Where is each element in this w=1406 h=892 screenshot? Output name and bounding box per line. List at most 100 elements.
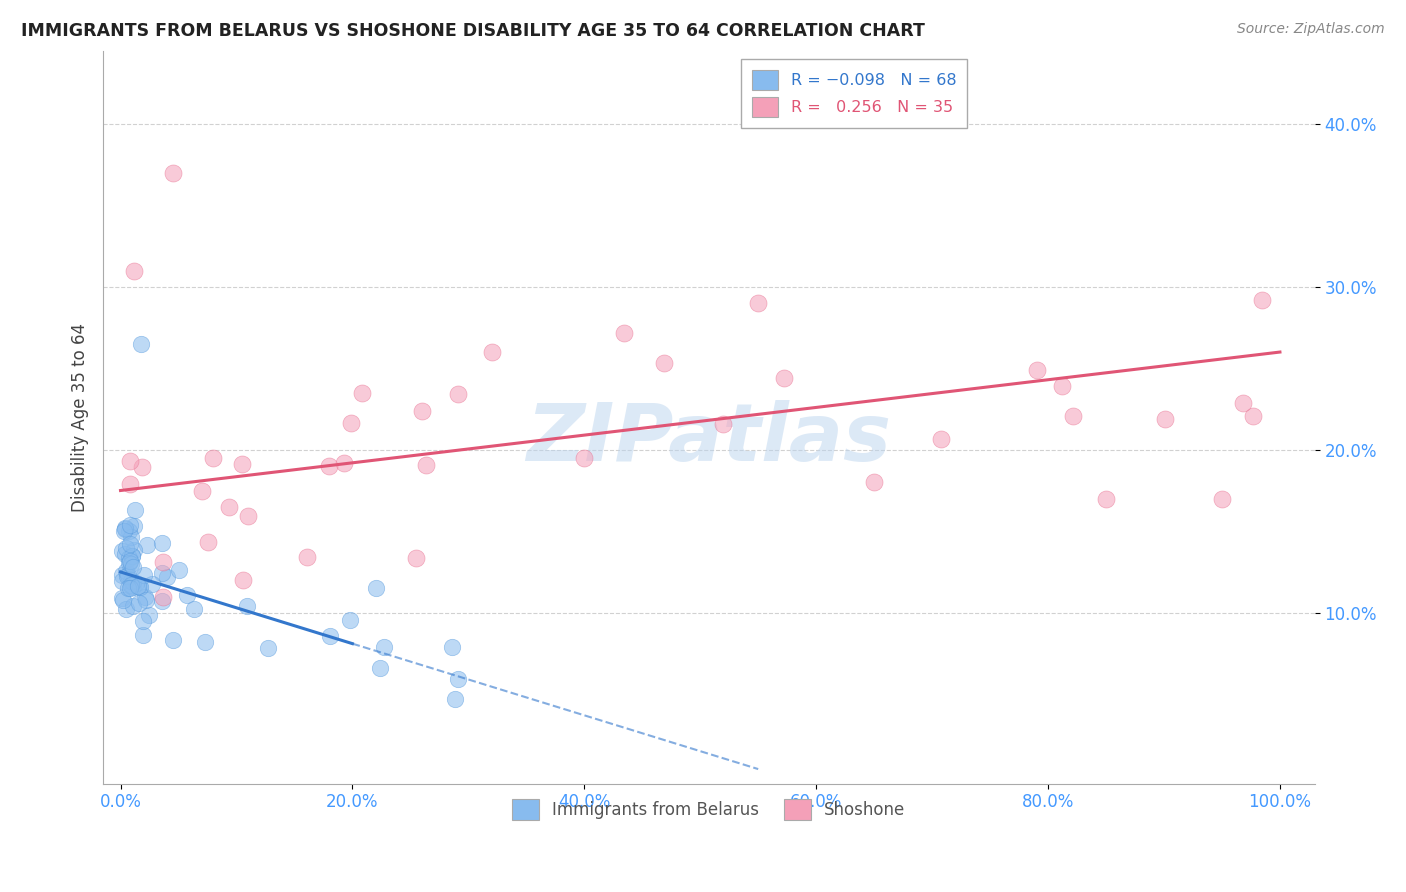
Point bbox=[1050, 378, 1073, 392]
Point bbox=[295, 549, 318, 564]
Point bbox=[135, 538, 157, 552]
Point bbox=[120, 454, 142, 468]
Point bbox=[235, 599, 257, 614]
Point bbox=[121, 549, 143, 563]
Legend: Immigrants from Belarus, Shoshone: Immigrants from Belarus, Shoshone bbox=[506, 792, 912, 827]
Point bbox=[111, 543, 134, 558]
Point bbox=[1232, 396, 1254, 410]
Point bbox=[1095, 491, 1118, 506]
Point bbox=[117, 581, 139, 595]
Point bbox=[115, 601, 138, 615]
Point bbox=[352, 385, 374, 400]
Point bbox=[574, 450, 596, 465]
Point bbox=[124, 263, 146, 277]
Text: ZIPatlas: ZIPatlas bbox=[526, 401, 891, 478]
Point bbox=[772, 371, 794, 385]
Point bbox=[118, 477, 141, 491]
Point bbox=[118, 553, 141, 567]
Point bbox=[131, 337, 153, 351]
Point bbox=[257, 640, 280, 655]
Point bbox=[150, 535, 173, 549]
Point bbox=[232, 574, 254, 588]
Point bbox=[1154, 412, 1177, 426]
Point bbox=[190, 483, 212, 498]
Point bbox=[152, 590, 174, 604]
Point bbox=[124, 503, 146, 517]
Point bbox=[111, 568, 134, 582]
Point bbox=[112, 524, 135, 539]
Point bbox=[118, 524, 141, 538]
Point bbox=[481, 345, 503, 359]
Point bbox=[117, 567, 139, 582]
Point bbox=[339, 417, 361, 431]
Point bbox=[931, 432, 953, 446]
Point bbox=[613, 326, 636, 340]
Point bbox=[111, 574, 134, 588]
Point bbox=[150, 566, 173, 580]
Point bbox=[128, 580, 150, 594]
Point bbox=[124, 543, 146, 558]
Point bbox=[747, 296, 769, 310]
Point bbox=[129, 580, 152, 594]
Point bbox=[128, 596, 150, 610]
Point bbox=[339, 613, 361, 627]
Point bbox=[156, 569, 179, 583]
Point bbox=[319, 629, 342, 643]
Text: Source: ZipAtlas.com: Source: ZipAtlas.com bbox=[1237, 22, 1385, 37]
Point bbox=[118, 537, 141, 551]
Text: IMMIGRANTS FROM BELARUS VS SHOSHONE DISABILITY AGE 35 TO 64 CORRELATION CHART: IMMIGRANTS FROM BELARUS VS SHOSHONE DISA… bbox=[21, 22, 925, 40]
Point bbox=[114, 522, 136, 536]
Point bbox=[1062, 409, 1084, 424]
Point bbox=[368, 660, 391, 674]
Point bbox=[194, 635, 217, 649]
Point bbox=[183, 601, 205, 615]
Point bbox=[120, 557, 142, 571]
Point bbox=[132, 567, 155, 582]
Point bbox=[202, 450, 225, 465]
Point bbox=[1026, 363, 1049, 377]
Point bbox=[117, 551, 139, 566]
Point bbox=[162, 166, 184, 180]
Point bbox=[441, 640, 464, 654]
Point bbox=[120, 579, 142, 593]
Point bbox=[167, 563, 190, 577]
Point bbox=[366, 582, 388, 596]
Point bbox=[122, 574, 145, 589]
Point bbox=[121, 599, 143, 614]
Point bbox=[115, 541, 138, 556]
Point bbox=[122, 560, 145, 574]
Point bbox=[121, 580, 143, 594]
Point bbox=[444, 691, 467, 706]
Point bbox=[197, 534, 219, 549]
Point bbox=[135, 592, 157, 607]
Point bbox=[131, 614, 153, 628]
Point bbox=[120, 574, 142, 589]
Point bbox=[150, 594, 173, 608]
Point bbox=[1211, 491, 1233, 506]
Point bbox=[114, 547, 136, 561]
Point bbox=[218, 500, 240, 515]
Point bbox=[121, 549, 143, 563]
Point bbox=[131, 459, 153, 474]
Point bbox=[115, 564, 138, 578]
Point bbox=[125, 575, 148, 590]
Point bbox=[333, 456, 356, 470]
Point bbox=[236, 508, 259, 523]
Point bbox=[138, 608, 160, 623]
Point bbox=[111, 592, 134, 607]
Point bbox=[117, 557, 139, 571]
Point bbox=[114, 521, 136, 535]
Point bbox=[447, 387, 470, 401]
Point bbox=[121, 530, 143, 544]
Point bbox=[231, 457, 253, 471]
Point bbox=[120, 582, 142, 596]
Point bbox=[152, 555, 174, 569]
Point bbox=[415, 458, 437, 472]
Point bbox=[405, 550, 427, 565]
Point bbox=[120, 578, 142, 592]
Point bbox=[134, 590, 156, 604]
Point bbox=[654, 356, 676, 370]
Point bbox=[411, 404, 433, 418]
Point bbox=[141, 577, 163, 591]
Point bbox=[318, 459, 340, 474]
